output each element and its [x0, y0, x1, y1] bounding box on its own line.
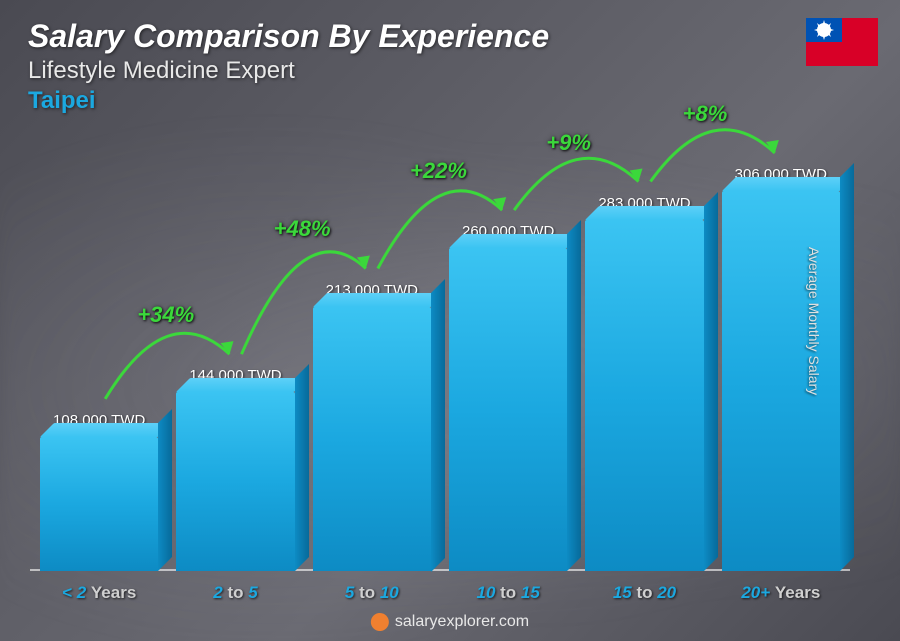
growth-pct-label: +9%	[546, 130, 591, 156]
growth-pct-label: +34%	[137, 302, 194, 328]
bar	[449, 248, 567, 571]
bar	[40, 437, 158, 571]
bar-group: 144,000 TWD	[176, 367, 294, 571]
x-axis-label: 15 to 20	[585, 583, 703, 603]
growth-pct-label: +48%	[274, 216, 331, 242]
x-axis-label: 10 to 15	[449, 583, 567, 603]
growth-pct-label: +22%	[410, 158, 467, 184]
x-axis-label: 5 to 10	[313, 583, 431, 603]
chart-area: 108,000 TWD144,000 TWD213,000 TWD260,000…	[40, 131, 840, 571]
x-axis-label: 2 to 5	[176, 583, 294, 603]
bar	[176, 392, 294, 571]
x-axis-label: < 2 Years	[40, 583, 158, 603]
chart-title: Salary Comparison By Experience	[28, 18, 549, 55]
bar-group: 213,000 TWD	[313, 282, 431, 572]
x-axis: < 2 Years 2 to 5 5 to 10 10 to 15 15 to 20 20…	[40, 583, 840, 603]
bar-group: 283,000 TWD	[585, 195, 703, 571]
header-block: Salary Comparison By Experience Lifestyl…	[28, 18, 549, 115]
bar-group: 260,000 TWD	[449, 223, 567, 571]
growth-pct-label: +8%	[683, 101, 728, 127]
bar	[722, 191, 840, 571]
x-axis-label: 20+ Years	[722, 583, 840, 603]
y-axis-label: Average Monthly Salary	[806, 246, 822, 394]
bar	[313, 307, 431, 572]
watermark: salaryexplorer.com	[371, 613, 529, 631]
bar-group: 306,000 TWD	[722, 166, 840, 571]
chart-subtitle: Lifestyle Medicine Expert	[28, 57, 549, 85]
chart-location: Taipei	[28, 87, 549, 115]
bar-group: 108,000 TWD	[40, 412, 158, 571]
bar	[585, 220, 703, 571]
watermark-text: salaryexplorer.com	[395, 613, 529, 631]
taiwan-flag-icon	[806, 18, 878, 66]
watermark-icon	[371, 613, 389, 631]
